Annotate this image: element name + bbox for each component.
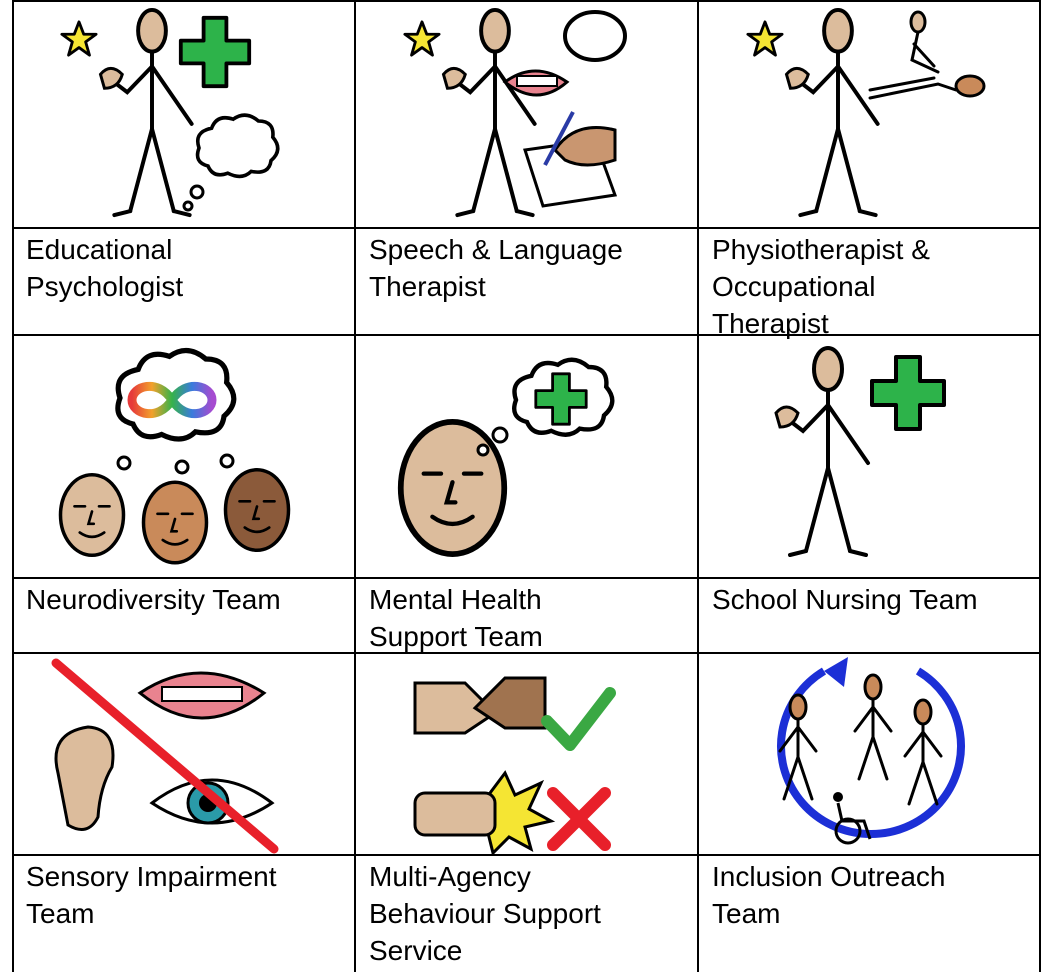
label-line: Team [712,898,781,929]
cell-label: Educational Psychologist [12,228,355,305]
label-line: Team [26,898,95,929]
icon-speech-language [403,7,627,218]
icon-behaviour-support [413,676,616,855]
label-line: Speech & Language [369,234,623,265]
icon-sensory-impairment [51,658,279,854]
icon-mental-health [355,335,698,578]
cell-label: Physiotherapist & Occupational Therapist [698,228,1040,342]
label-line: Psychologist [26,271,184,302]
label-line: Occupational [712,271,876,302]
cell-label: Sensory Impairment Team [12,855,355,932]
icon-physiotherapist [746,7,986,218]
cell-label: Speech & Language Therapist [355,228,698,305]
cell-label: Multi-Agency Behaviour Support Service [355,855,698,969]
label-line: Service [369,935,463,966]
cell-label: School Nursing Team [698,578,1040,618]
label-line: Mental Health [369,584,542,615]
label-line: Educational [26,234,173,265]
label-line: Physiotherapist & [712,234,930,265]
label-line: Therapist [369,271,486,302]
label-line: Neurodiversity Team [26,584,281,615]
cell-label: Neurodiversity Team [12,578,355,618]
icon-neurodiversity [58,335,291,565]
cell-label: Mental Health Support Team [355,578,698,655]
label-line: Support Team [369,621,543,652]
label-line: Multi-Agency [369,861,531,892]
label-line: Behaviour Support [369,898,601,929]
label-line: Sensory Impairment [26,861,277,892]
icon-inclusion-outreach [777,657,965,845]
label-line: Inclusion Outreach [712,861,946,892]
icon-educational-psychologist [60,7,280,218]
label-line: School Nursing Team [712,584,978,615]
cell-label: Inclusion Outreach Team [698,855,1040,932]
label-line: Therapist [712,308,829,339]
